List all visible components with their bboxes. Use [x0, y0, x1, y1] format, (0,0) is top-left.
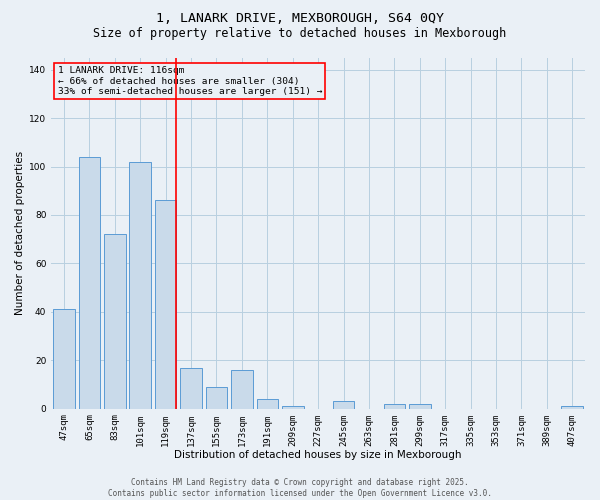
Bar	[383, 404, 405, 408]
Text: 1, LANARK DRIVE, MEXBOROUGH, S64 0QY: 1, LANARK DRIVE, MEXBOROUGH, S64 0QY	[156, 12, 444, 26]
Y-axis label: Number of detached properties: Number of detached properties	[15, 151, 25, 315]
Bar	[130, 162, 151, 408]
Bar	[206, 387, 227, 408]
Bar	[155, 200, 176, 408]
Bar	[333, 402, 355, 408]
Text: Size of property relative to detached houses in Mexborough: Size of property relative to detached ho…	[94, 28, 506, 40]
Text: 1 LANARK DRIVE: 116sqm
← 66% of detached houses are smaller (304)
33% of semi-de: 1 LANARK DRIVE: 116sqm ← 66% of detached…	[58, 66, 322, 96]
Text: Contains HM Land Registry data © Crown copyright and database right 2025.
Contai: Contains HM Land Registry data © Crown c…	[108, 478, 492, 498]
Bar	[562, 406, 583, 408]
Bar	[104, 234, 125, 408]
Bar	[180, 368, 202, 408]
Bar	[53, 310, 75, 408]
X-axis label: Distribution of detached houses by size in Mexborough: Distribution of detached houses by size …	[175, 450, 462, 460]
Bar	[257, 399, 278, 408]
Bar	[282, 406, 304, 408]
Bar	[409, 404, 431, 408]
Bar	[231, 370, 253, 408]
Bar	[79, 157, 100, 408]
